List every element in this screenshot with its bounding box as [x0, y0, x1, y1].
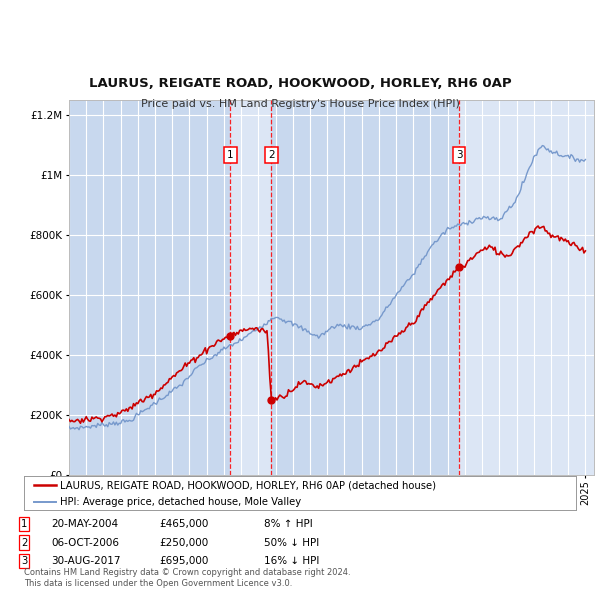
Bar	[459, 100, 594, 475]
Text: Contains HM Land Registry data © Crown copyright and database right 2024.
This d: Contains HM Land Registry data © Crown c…	[24, 568, 350, 588]
Text: 16% ↓ HPI: 16% ↓ HPI	[264, 556, 319, 566]
Bar	[230, 100, 271, 475]
Text: 3: 3	[21, 556, 27, 566]
Bar	[271, 100, 459, 475]
Text: 2: 2	[268, 150, 275, 160]
Text: £465,000: £465,000	[159, 519, 208, 529]
Point	[266, 395, 276, 405]
Text: LAURUS, REIGATE ROAD, HOOKWOOD, HORLEY, RH6 0AP (detached house): LAURUS, REIGATE ROAD, HOOKWOOD, HORLEY, …	[60, 480, 436, 490]
Text: 30-AUG-2017: 30-AUG-2017	[51, 556, 121, 566]
Text: 2: 2	[21, 537, 27, 548]
Text: HPI: Average price, detached house, Mole Valley: HPI: Average price, detached house, Mole…	[60, 497, 301, 507]
Text: 3: 3	[456, 150, 463, 160]
Text: 50% ↓ HPI: 50% ↓ HPI	[264, 537, 319, 548]
Point	[226, 331, 235, 340]
Text: 20-MAY-2004: 20-MAY-2004	[51, 519, 118, 529]
Bar	[69, 100, 230, 475]
Text: 8% ↑ HPI: 8% ↑ HPI	[264, 519, 313, 529]
Point	[454, 262, 464, 271]
Text: 1: 1	[21, 519, 27, 529]
Text: £695,000: £695,000	[159, 556, 208, 566]
Text: 06-OCT-2006: 06-OCT-2006	[51, 537, 119, 548]
Text: LAURUS, REIGATE ROAD, HOOKWOOD, HORLEY, RH6 0AP: LAURUS, REIGATE ROAD, HOOKWOOD, HORLEY, …	[89, 77, 511, 90]
Text: 1: 1	[227, 150, 234, 160]
Text: Price paid vs. HM Land Registry's House Price Index (HPI): Price paid vs. HM Land Registry's House …	[140, 99, 460, 109]
Text: £250,000: £250,000	[159, 537, 208, 548]
